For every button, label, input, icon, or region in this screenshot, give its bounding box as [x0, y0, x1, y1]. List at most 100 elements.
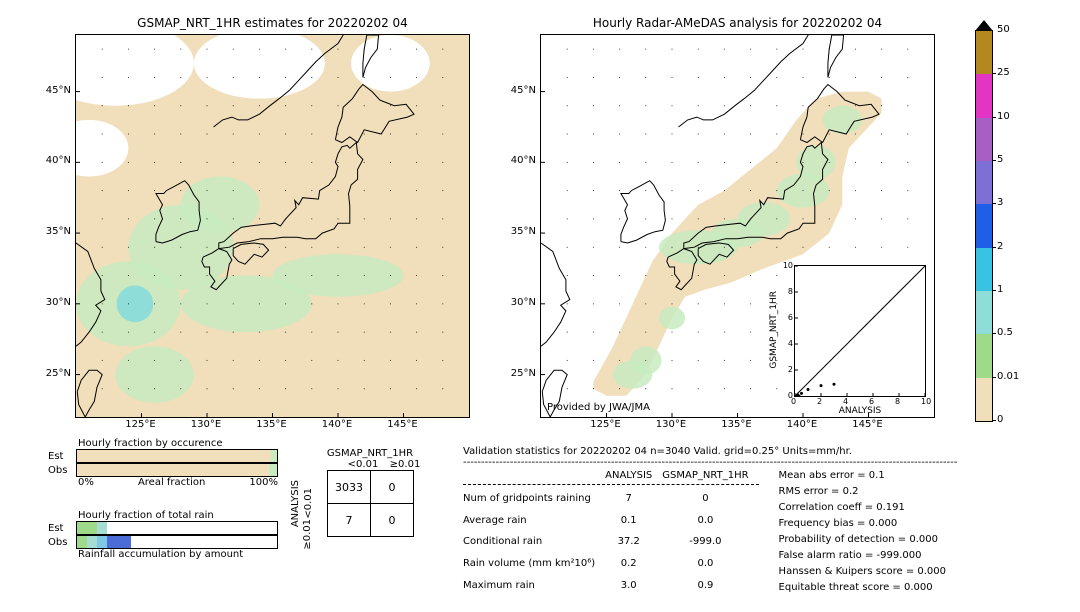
vhdr-2: GSMAP_NRT_1HR: [662, 468, 758, 483]
table-row: Conditional rain37.2-999.0: [463, 531, 759, 553]
occurrence-row: Obs: [48, 463, 278, 477]
colorbar-tick: 1: [997, 284, 1003, 295]
stat-line: Mean abs error = 0.1: [779, 468, 946, 484]
xtick: 135°E: [719, 419, 755, 430]
contingency-side-label: ANALYSIS: [290, 480, 301, 527]
table-cell: 0.1: [605, 510, 662, 532]
table-row: Rain volume (mm km²10⁶)0.20.0: [463, 553, 759, 575]
cont-col-0: <0.01: [342, 459, 384, 470]
right-map-title: Hourly Radar-AMeDAS analysis for 2022020…: [540, 16, 935, 30]
colorbar-seg: [976, 161, 992, 205]
occ-xright: 100%: [249, 477, 278, 488]
totalrain-seg: [77, 522, 97, 534]
totalrain-seg: [77, 536, 87, 548]
ytick: 45°N: [504, 85, 536, 96]
inset-xtick: 8: [895, 397, 900, 406]
xtick: 135°E: [254, 419, 290, 430]
xtick: 125°E: [588, 419, 624, 430]
table-cell: 7: [605, 488, 662, 510]
cont-cell-00: 3033: [328, 471, 371, 504]
ytick: 25°N: [39, 368, 71, 379]
inset-xtick: 6: [869, 397, 874, 406]
table-cell: -999.0: [662, 531, 758, 553]
validation-table: ANALYSIS GSMAP_NRT_1HR Num of gridpoints…: [463, 468, 759, 596]
colorbar-tick: 0.01: [997, 371, 1019, 382]
table-cell: Conditional rain: [463, 531, 605, 553]
colorbar-tickline: [993, 420, 996, 421]
xtick: 140°E: [784, 419, 820, 430]
xtick: 145°E: [385, 419, 421, 430]
xtick: 125°E: [123, 419, 159, 430]
occurrence-bar: [76, 463, 278, 477]
inset-ytick: 10: [781, 261, 793, 270]
occurrence-bar-fill: [269, 464, 277, 476]
colorbar-tickline: [993, 333, 996, 334]
scatter-inset: 00224466881010ANALYSISGSMAP_NRT_1HR: [794, 265, 926, 397]
cont-cell-01: 0: [371, 471, 414, 504]
colorbar-tickline: [993, 203, 996, 204]
totalrain-bar: [76, 521, 278, 535]
xtick: 140°E: [319, 419, 355, 430]
stat-line: Correlation coeff = 0.191: [779, 500, 946, 516]
ytick: 40°N: [39, 155, 71, 166]
colorbar-tick: 0: [997, 414, 1003, 425]
totalrain-bar: [76, 535, 278, 549]
totalrain-seg: [97, 522, 107, 534]
vhdr-1: ANALYSIS: [605, 468, 662, 483]
table-cell: 0.0: [662, 510, 758, 532]
stat-line: RMS error = 0.2: [779, 484, 946, 500]
occurrence-row-label: Est: [48, 451, 76, 462]
inset-ytick: 6: [781, 313, 793, 322]
totalrain-footer: Rainfall accumulation by amount: [78, 549, 278, 560]
table-row: Maximum rain3.00.9: [463, 574, 759, 596]
table-cell: 0.9: [662, 574, 758, 596]
colorbar-tick: 10: [997, 111, 1010, 122]
colorbar-tick: 3: [997, 197, 1003, 208]
table-cell: Num of gridpoints raining: [463, 488, 605, 510]
table-cell: 3.0: [605, 574, 662, 596]
table-row: Average rain0.10.0: [463, 510, 759, 532]
colorbar-tickline: [993, 117, 996, 118]
colorbar-seg: [976, 74, 992, 118]
contingency-panel: GSMAP_NRT_1HR <0.01 ≥0.01 ANALYSIS <0.01…: [290, 448, 450, 537]
vhdr-0: [463, 468, 605, 483]
stat-line: Probability of detection = 0.000: [779, 532, 946, 548]
colorbar-tick: 0.5: [997, 327, 1013, 338]
inset-xtick: 10: [921, 397, 931, 406]
left-map-title: GSMAP_NRT_1HR estimates for 20220202 04: [75, 16, 470, 30]
table-cell: 0.2: [605, 553, 662, 575]
totalrain-title: Hourly fraction of total rain: [78, 510, 278, 521]
totalrain-row-label: Est: [48, 523, 76, 534]
inset-xlabel: ANALYSIS: [795, 406, 925, 416]
totalrain-row-label: Obs: [48, 537, 76, 548]
totalrain-row: Est: [48, 521, 278, 535]
stat-line: False alarm ratio = -999.000: [779, 548, 946, 564]
ytick: 30°N: [39, 297, 71, 308]
inset-ytick: 2: [781, 365, 793, 374]
left-map: [75, 34, 470, 418]
colorbar-tick: 2: [997, 241, 1003, 252]
colorbar-seg: [976, 31, 992, 75]
colorbar-tickline: [993, 73, 996, 74]
stat-line: Hanssen & Kuipers score = 0.000: [779, 564, 946, 580]
map-attribution: Provided by JWA/JMA: [547, 402, 650, 413]
cont-col-1: ≥0.01: [384, 459, 426, 470]
right-map: Provided by JWA/JMA 00224466881010ANALYSI…: [540, 34, 935, 418]
occurrence-row-label: Obs: [48, 465, 76, 476]
colorbar-tickline: [993, 247, 996, 248]
contingency-title: GSMAP_NRT_1HR: [290, 448, 450, 459]
table-cell: 37.2: [605, 531, 662, 553]
occurrence-row: Est: [48, 449, 278, 463]
table-row: Num of gridpoints raining70: [463, 488, 759, 510]
table-cell: Maximum rain: [463, 574, 605, 596]
inset-ytick: 0: [781, 391, 793, 400]
totalrain-panel: Hourly fraction of total rain Est Obs Rai…: [48, 510, 278, 560]
validation-stats: Mean abs error = 0.1RMS error = 0.2Corre…: [779, 468, 946, 596]
inset-ytick: 8: [781, 287, 793, 296]
validation-title: Validation statistics for 20220202 04 n=…: [463, 446, 1063, 457]
ytick: 25°N: [504, 368, 536, 379]
table-cell: Average rain: [463, 510, 605, 532]
stat-line: Frequency bias = 0.000: [779, 516, 946, 532]
colorbar-seg: [976, 291, 992, 335]
ytick: 35°N: [39, 226, 71, 237]
